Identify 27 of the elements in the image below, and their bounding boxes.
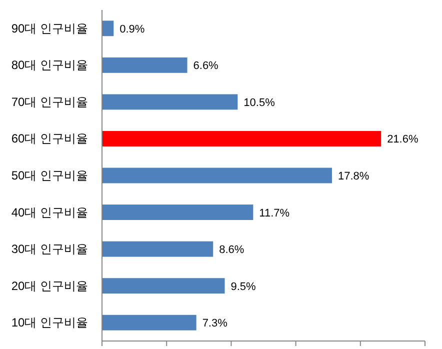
data-label: 8.6% [219,244,244,256]
data-label: 21.6% [387,134,418,146]
bar [102,278,225,294]
y-tick-label: 30대 인구비율 [11,242,88,256]
data-label: 0.9% [120,23,145,36]
y-tick-label: 60대 인구비율 [11,132,88,146]
bar [102,314,196,330]
bar [102,241,214,257]
bar [102,57,188,73]
y-tick-label: 20대 인구비율 [11,278,88,293]
data-label: 11.7% [259,207,290,220]
y-tick-label: 40대 인구비율 [11,205,88,220]
y-tick-label: 80대 인구비율 [11,58,88,72]
data-label: 6.6% [193,60,219,72]
y-tick-label: 90대 인구비율 [11,21,88,36]
y-tick-label: 70대 인구비율 [11,94,88,109]
data-label: 7.3% [202,318,228,330]
y-tick-label: 10대 인구비율 [11,316,88,330]
bar [102,94,238,110]
data-label: 17.8% [338,170,370,182]
bar [102,168,332,184]
data-label: 10.5% [244,96,276,109]
bar [102,20,114,36]
y-tick-label: 50대 인구비율 [11,168,88,182]
data-label: 9.5% [230,280,256,293]
bar [102,131,382,146]
bar [102,204,254,220]
